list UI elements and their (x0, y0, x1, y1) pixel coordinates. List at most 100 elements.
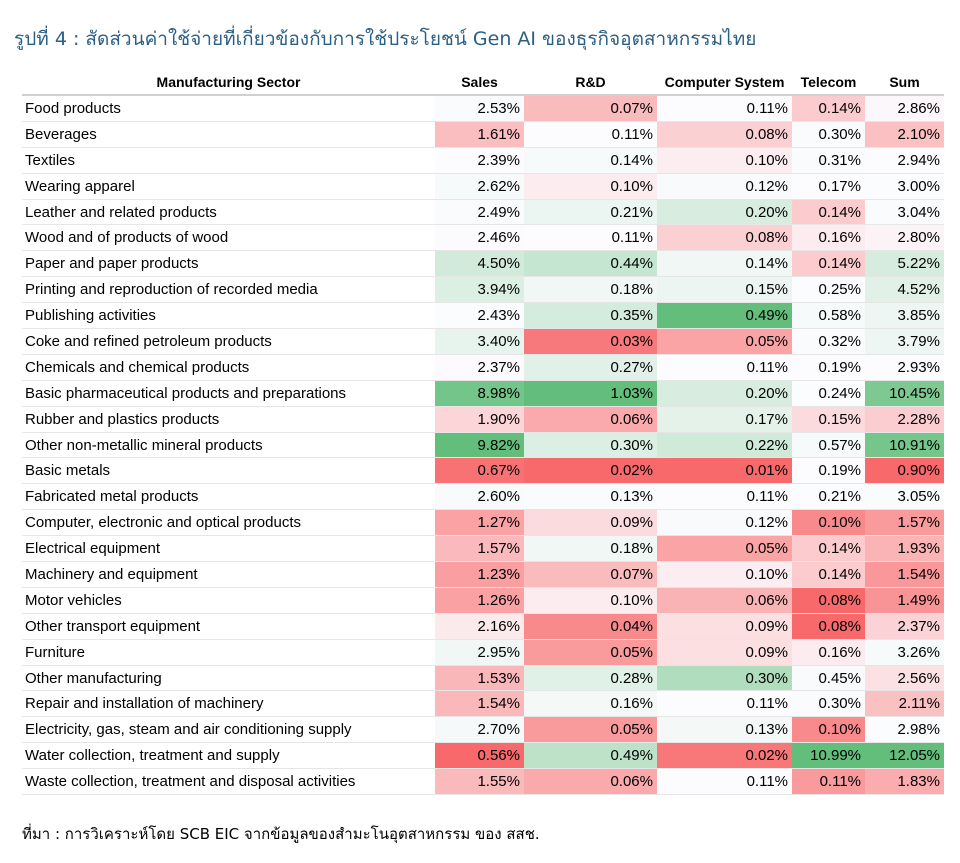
computer-system-cell: 0.10% (657, 561, 792, 588)
rd-cell: 0.18% (524, 535, 657, 563)
sales-cell: 2.49% (435, 199, 524, 226)
sector-cell: Electrical equipment (22, 535, 435, 563)
sum-cell: 1.49% (865, 587, 944, 614)
rd-cell: 0.21% (524, 199, 657, 226)
sum-cell: 1.83% (865, 768, 944, 796)
sales-cell: 1.54% (435, 690, 524, 718)
table-row: Printing and reproduction of recorded me… (22, 276, 944, 304)
telecom-cell: 0.15% (792, 406, 865, 433)
rd-cell: 0.05% (524, 716, 657, 744)
table-row: Basic pharmaceutical products and prepar… (22, 380, 944, 407)
sales-cell: 2.62% (435, 173, 524, 200)
sector-cell: Electricity, gas, steam and air conditio… (22, 716, 435, 744)
computer-system-cell: 0.10% (657, 147, 792, 174)
sum-cell: 2.10% (865, 121, 944, 148)
table-row: Motor vehicles 1.26% 0.10% 0.06% 0.08% 1.49% (22, 587, 944, 614)
rd-cell: 0.04% (524, 613, 657, 640)
computer-system-cell: 0.12% (657, 509, 792, 537)
sector-cell: Chemicals and chemical products (22, 354, 435, 381)
sales-cell: 1.23% (435, 561, 524, 588)
sales-cell: 2.95% (435, 639, 524, 666)
sales-cell: 2.37% (435, 354, 524, 381)
table-row: Coke and refined petroleum products 3.40%… (22, 328, 944, 355)
sales-cell: 1.53% (435, 665, 524, 692)
sector-cell: Publishing activities (22, 302, 435, 330)
rd-cell: 0.16% (524, 690, 657, 718)
sum-cell: 10.91% (865, 432, 944, 459)
telecom-cell: 0.32% (792, 328, 865, 355)
sector-cell: Paper and paper products (22, 250, 435, 278)
computer-system-cell: 0.02% (657, 742, 792, 770)
sector-cell: Food products (22, 95, 435, 122)
sum-cell: 1.93% (865, 535, 944, 563)
sum-cell: 2.93% (865, 354, 944, 381)
computer-system-cell: 0.11% (657, 483, 792, 511)
table-row: Furniture 2.95% 0.05% 0.09% 0.16% 3.26% (22, 639, 944, 666)
computer-system-cell: 0.14% (657, 250, 792, 278)
computer-system-cell: 0.09% (657, 613, 792, 640)
sum-cell: 2.28% (865, 406, 944, 433)
sector-cell: Textiles (22, 147, 435, 174)
sector-cell: Furniture (22, 639, 435, 666)
sum-cell: 12.05% (865, 742, 944, 770)
table-row: Repair and installation of machinery 1.54… (22, 690, 944, 718)
sector-cell: Wearing apparel (22, 173, 435, 200)
computer-system-cell: 0.30% (657, 665, 792, 692)
telecom-cell: 0.30% (792, 690, 865, 718)
sum-cell: 2.56% (865, 665, 944, 692)
sum-cell: 1.54% (865, 561, 944, 588)
sum-cell: 2.11% (865, 690, 944, 718)
sales-cell: 1.55% (435, 768, 524, 796)
sales-cell: 0.67% (435, 457, 524, 485)
table-row: Other non-metallic mineral products 9.82%… (22, 432, 944, 459)
table-row: Wearing apparel 2.62% 0.10% 0.12% 0.17% 3.00% (22, 173, 944, 200)
telecom-cell: 0.16% (792, 639, 865, 666)
telecom-cell: 0.21% (792, 483, 865, 511)
rd-cell: 0.27% (524, 354, 657, 381)
sum-cell: 2.98% (865, 716, 944, 744)
table-row: Electrical equipment 1.57% 0.18% 0.05% 0.14%… (22, 535, 944, 563)
sum-cell: 5.22% (865, 250, 944, 278)
table-row: Publishing activities 2.43% 0.35% 0.49% 0.58… (22, 302, 944, 330)
telecom-cell: 0.57% (792, 432, 865, 459)
rd-cell: 0.06% (524, 406, 657, 433)
computer-system-cell: 0.01% (657, 457, 792, 485)
telecom-cell: 0.16% (792, 224, 865, 252)
telecom-cell: 0.14% (792, 561, 865, 588)
sum-cell: 3.00% (865, 173, 944, 200)
sales-cell: 1.90% (435, 406, 524, 433)
rd-cell: 0.03% (524, 328, 657, 355)
table-row: Beverages 1.61% 0.11% 0.08% 0.30% 2.10% (22, 121, 944, 148)
data-table: Manufacturing Sector Sales R&D Computer … (22, 69, 944, 796)
sum-cell: 1.57% (865, 509, 944, 537)
sales-cell: 2.39% (435, 147, 524, 174)
computer-system-cell: 0.05% (657, 328, 792, 355)
sales-cell: 2.16% (435, 613, 524, 640)
sales-cell: 3.40% (435, 328, 524, 355)
table-row: Leather and related products 2.49% 0.21% 0.… (22, 199, 944, 226)
sales-cell: 0.56% (435, 742, 524, 770)
rd-cell: 0.11% (524, 121, 657, 148)
header-sales: Sales (435, 69, 524, 96)
sum-cell: 3.04% (865, 199, 944, 226)
rd-cell: 0.14% (524, 147, 657, 174)
sum-cell: 4.52% (865, 276, 944, 304)
telecom-cell: 0.31% (792, 147, 865, 174)
computer-system-cell: 0.11% (657, 354, 792, 381)
header-sector: Manufacturing Sector (22, 69, 435, 96)
rd-cell: 0.30% (524, 432, 657, 459)
telecom-cell: 0.19% (792, 354, 865, 381)
telecom-cell: 0.14% (792, 535, 865, 563)
sales-cell: 8.98% (435, 380, 524, 407)
table-row: Rubber and plastics products 1.90% 0.06% 0.… (22, 406, 944, 433)
rd-cell: 0.13% (524, 483, 657, 511)
table-row: Machinery and equipment 1.23% 0.07% 0.10% 0.… (22, 561, 944, 588)
rd-cell: 0.10% (524, 587, 657, 614)
table-row: Chemicals and chemical products 2.37% 0.27… (22, 354, 944, 381)
source-note: ที่มา : การวิเคราะห์โดย SCB EIC จากข้อมู… (22, 825, 540, 843)
sum-cell: 3.79% (865, 328, 944, 355)
telecom-cell: 0.30% (792, 121, 865, 148)
rd-cell: 0.35% (524, 302, 657, 330)
telecom-cell: 0.45% (792, 665, 865, 692)
rd-cell: 0.07% (524, 561, 657, 588)
